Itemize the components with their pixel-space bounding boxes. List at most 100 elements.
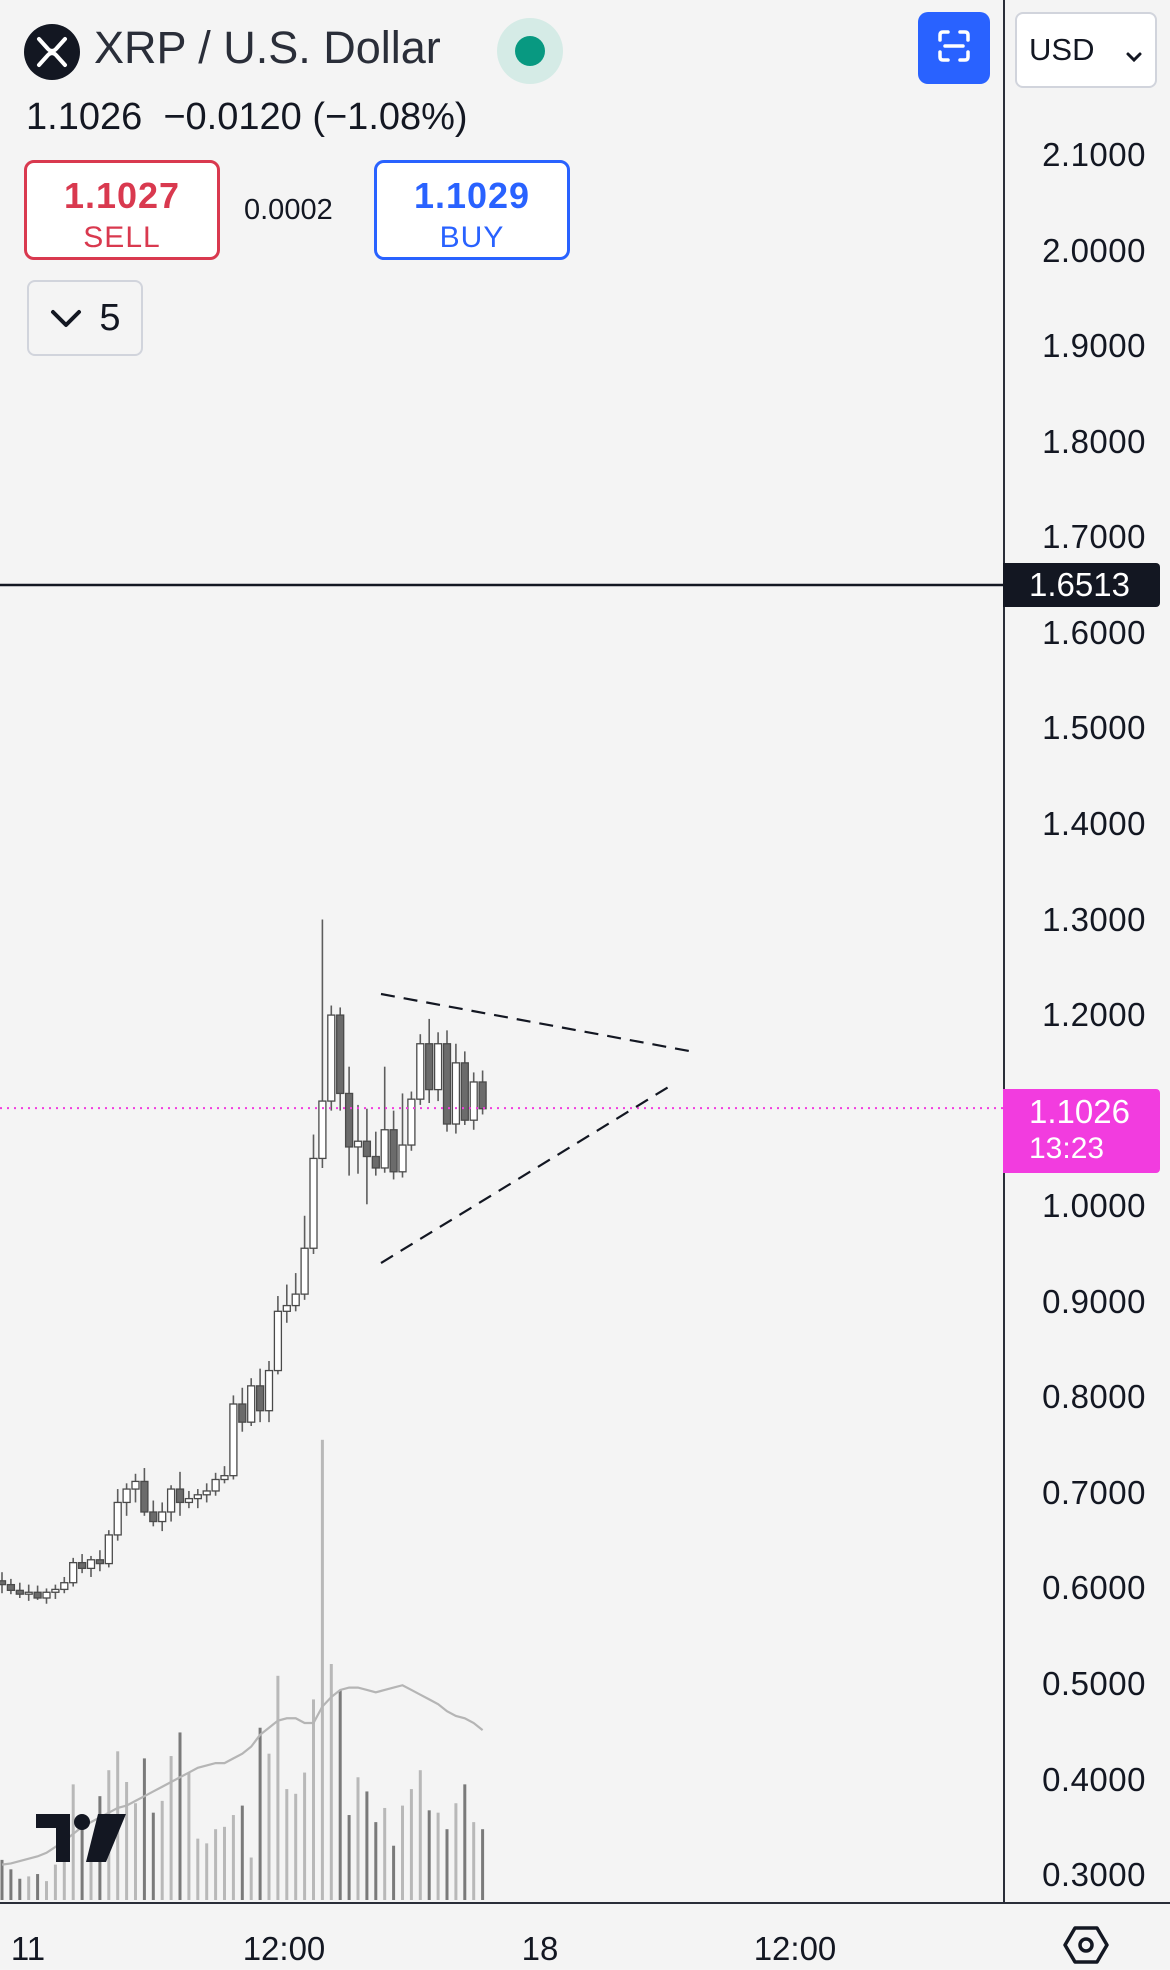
volume-bar bbox=[329, 1664, 333, 1900]
fullscreen-icon bbox=[934, 26, 974, 71]
volume-bar bbox=[374, 1822, 378, 1900]
candle bbox=[469, 1072, 478, 1130]
chart-pane[interactable] bbox=[0, 0, 1003, 1902]
candle bbox=[6, 1578, 16, 1595]
candle bbox=[42, 1588, 51, 1604]
volume-bar bbox=[276, 1675, 280, 1900]
upper-trendline[interactable] bbox=[380, 992, 690, 1053]
symbol-title[interactable]: XRP / U.S. Dollar bbox=[94, 22, 441, 73]
price-tick-label: 0.8000 bbox=[1042, 1378, 1146, 1416]
sell-label: SELL bbox=[83, 221, 161, 254]
volume-bar bbox=[151, 1812, 155, 1900]
indicators-count: 5 bbox=[99, 296, 121, 339]
price-axis[interactable]: 2.1000 2.0000 1.9000 1.8000 1.7000 1.6000 1.50… bbox=[1003, 0, 1170, 1902]
tradingview-logo-icon[interactable] bbox=[34, 1812, 128, 1869]
candle bbox=[442, 1030, 452, 1132]
volume-bar bbox=[9, 1869, 13, 1900]
volume-bar bbox=[418, 1770, 422, 1900]
price-tick-label: 1.6000 bbox=[1042, 613, 1146, 651]
volume-bar bbox=[27, 1876, 31, 1900]
fullscreen-button[interactable] bbox=[918, 12, 990, 84]
price-tick-label: 1.3000 bbox=[1042, 900, 1146, 938]
candle bbox=[193, 1489, 202, 1509]
candle bbox=[131, 1473, 140, 1503]
market-status-icon[interactable] bbox=[497, 18, 563, 84]
candle bbox=[425, 1018, 434, 1103]
buy-label: BUY bbox=[439, 221, 505, 254]
volume-bar bbox=[71, 1784, 75, 1900]
candle bbox=[300, 1215, 309, 1300]
candle bbox=[478, 1070, 487, 1115]
time-axis[interactable]: 11 12:00 18 12:00 bbox=[0, 1902, 1170, 1969]
sell-button[interactable]: 1.1027 SELL bbox=[24, 160, 220, 260]
candle bbox=[15, 1582, 24, 1598]
price-tick-label: 1.8000 bbox=[1042, 422, 1146, 460]
volume-bar bbox=[53, 1864, 57, 1900]
volume-bar bbox=[267, 1753, 271, 1900]
candle bbox=[51, 1584, 60, 1599]
volume-bar bbox=[436, 1812, 440, 1900]
lower-trendline[interactable] bbox=[380, 1082, 676, 1264]
current-price-value: 1.1026 bbox=[1029, 1093, 1130, 1130]
volume-bar bbox=[258, 1727, 262, 1900]
candle bbox=[211, 1472, 220, 1496]
volume-bar bbox=[187, 1772, 191, 1900]
volume-bar bbox=[338, 1689, 342, 1900]
time-tick-label: 11 bbox=[10, 1930, 46, 1967]
horizontal-line-price-label: 1.6513 bbox=[1003, 563, 1160, 607]
candle bbox=[371, 1131, 380, 1176]
volume-bar bbox=[356, 1777, 360, 1900]
candle bbox=[398, 1093, 407, 1178]
candle bbox=[416, 1034, 425, 1105]
price-tick-label: 1.5000 bbox=[1042, 709, 1146, 747]
volume-bar bbox=[160, 1800, 164, 1900]
indicators-toggle-button[interactable]: 5 bbox=[27, 280, 143, 356]
volume-bar bbox=[463, 1784, 467, 1900]
settings-button[interactable] bbox=[1063, 1925, 1109, 1970]
volume-bar bbox=[142, 1758, 146, 1900]
chart-canvas[interactable] bbox=[0, 0, 1003, 1902]
volume-bar bbox=[0, 1859, 4, 1900]
volume-bar bbox=[223, 1826, 226, 1900]
candle bbox=[451, 1043, 461, 1134]
candle bbox=[229, 1395, 238, 1480]
candle bbox=[362, 1108, 372, 1205]
bar-countdown: 13:23 bbox=[1029, 1132, 1105, 1165]
volume-bar bbox=[169, 1756, 173, 1900]
volume-bar bbox=[62, 1848, 66, 1900]
time-tick-label: 12:00 bbox=[242, 1930, 326, 1967]
price-tick-label: 1.4000 bbox=[1042, 804, 1146, 842]
candle bbox=[353, 1104, 363, 1174]
candle bbox=[202, 1483, 211, 1503]
xrp-logo-icon bbox=[24, 24, 80, 80]
volume-bar bbox=[240, 1805, 244, 1900]
volume-bar bbox=[320, 1439, 324, 1900]
currency-select[interactable]: USD bbox=[1015, 12, 1157, 88]
chevron-down-icon bbox=[1125, 36, 1143, 72]
volume-bar bbox=[472, 1822, 476, 1900]
candle bbox=[113, 1489, 122, 1541]
price-tick-label: 1.9000 bbox=[1042, 327, 1146, 365]
current-price-label: 1.1026 13:23 bbox=[1003, 1089, 1160, 1173]
candle bbox=[336, 1007, 345, 1111]
buy-price: 1.1029 bbox=[413, 175, 531, 216]
volume-bar bbox=[134, 1803, 137, 1900]
volume-bar bbox=[205, 1843, 209, 1900]
price-tick-label: 0.3000 bbox=[1042, 1856, 1146, 1894]
candle bbox=[220, 1466, 229, 1484]
volume-bar bbox=[214, 1829, 218, 1900]
price-tick-label: 0.6000 bbox=[1042, 1569, 1146, 1607]
volume-bar bbox=[178, 1732, 182, 1900]
candle bbox=[327, 1005, 336, 1111]
buy-button[interactable]: 1.1029 BUY bbox=[374, 160, 570, 260]
candle bbox=[291, 1273, 300, 1312]
price-tick-label: 1.7000 bbox=[1042, 518, 1146, 556]
volume-bar bbox=[294, 1793, 298, 1900]
volume-bar bbox=[285, 1789, 289, 1900]
volume-bar bbox=[80, 1829, 84, 1900]
candle bbox=[33, 1585, 42, 1600]
candle bbox=[255, 1368, 265, 1423]
volume-bar bbox=[365, 1791, 369, 1900]
time-tick-label: 18 bbox=[521, 1930, 559, 1967]
volume-bar bbox=[45, 1881, 48, 1900]
